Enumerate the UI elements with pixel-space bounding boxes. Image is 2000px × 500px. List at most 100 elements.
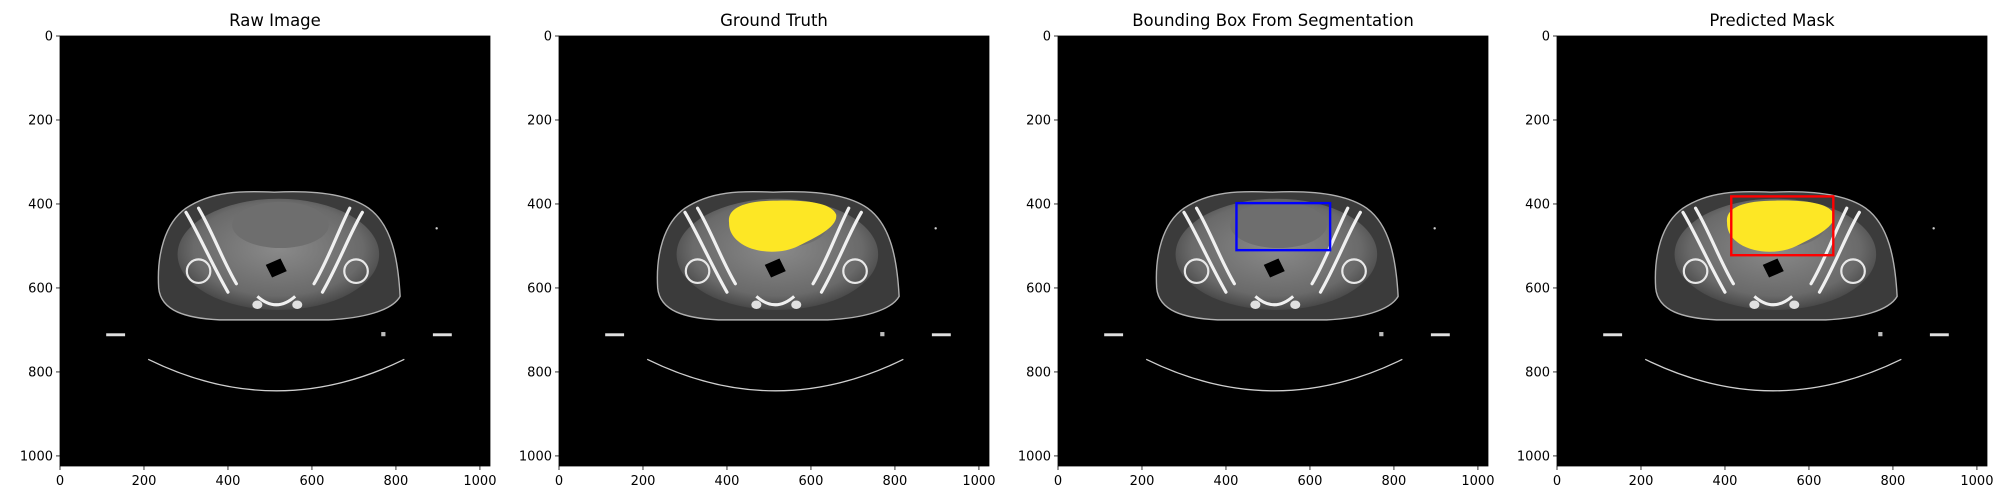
x-tick-label: 600 xyxy=(1797,474,1822,489)
left-femoral-head xyxy=(684,258,711,285)
panel-title: Predicted Mask xyxy=(1709,11,1835,30)
right-iliac-bone-inner xyxy=(1809,206,1849,286)
bounding-box xyxy=(1235,201,1332,252)
right-femoral-head xyxy=(1840,258,1866,285)
ct-scan xyxy=(1104,190,1450,392)
marker-square xyxy=(381,332,386,337)
panel-title: Bounding Box From Segmentation xyxy=(1132,11,1414,30)
x-tick-label: 0 xyxy=(1054,474,1062,489)
right-femoral-head xyxy=(1341,258,1367,285)
left-iliac-bone-inner xyxy=(1693,206,1735,286)
right-iliac-bone-inner xyxy=(811,206,851,286)
x-tick-label: 1000 xyxy=(1960,474,1993,489)
right-iliac-bone xyxy=(1817,210,1861,294)
axes-frame xyxy=(1057,35,1489,467)
x-tick-label: 600 xyxy=(799,474,824,489)
x-tick-label: 800 xyxy=(384,474,409,489)
sacrum xyxy=(1254,295,1295,307)
y-tick-label: 200 xyxy=(1525,113,1550,128)
x-tick-label: 1000 xyxy=(1461,474,1494,489)
right-table-marker xyxy=(432,333,452,337)
panel-title: Ground Truth xyxy=(720,11,828,30)
bone-fragment xyxy=(252,300,263,309)
ct-table-arc xyxy=(646,358,904,392)
y-tick-label: 1000 xyxy=(519,449,552,464)
y-tick-label: 1000 xyxy=(1517,449,1550,464)
y-tick-label: 400 xyxy=(527,197,552,212)
x-tick-label: 1000 xyxy=(463,474,496,489)
left-iliac-bone-inner xyxy=(196,206,238,286)
left-iliac-bone xyxy=(1182,210,1228,294)
right-table-marker xyxy=(931,333,951,337)
y-tick-label: 600 xyxy=(527,281,552,296)
marker-dot xyxy=(1932,227,1935,230)
x-tick-label: 0 xyxy=(56,474,64,489)
x-tick-label: 0 xyxy=(555,474,563,489)
ct-table-arc xyxy=(147,358,405,392)
y-tick-label: 400 xyxy=(1525,197,1550,212)
bladder-region xyxy=(1230,201,1327,249)
ct-table-arc xyxy=(1644,358,1902,392)
left-femoral-head xyxy=(1183,258,1210,285)
x-tick-label: 800 xyxy=(1881,474,1906,489)
y-tick-label: 600 xyxy=(1525,281,1550,296)
x-tick-label: 800 xyxy=(1382,474,1407,489)
panel-title: Raw Image xyxy=(229,11,321,30)
panel-2: Ground Truth 0 0 200 200 400 400 600 600 800 800 10… xyxy=(519,11,996,489)
sacrum xyxy=(1753,295,1794,307)
x-tick-label: 400 xyxy=(216,474,241,489)
right-femoral-head xyxy=(343,258,369,285)
right-table-marker xyxy=(1430,333,1450,337)
x-tick-label: 400 xyxy=(715,474,740,489)
left-table-marker xyxy=(1104,333,1124,337)
bone-fragment xyxy=(751,300,762,309)
rectal-gas xyxy=(265,258,287,278)
panel-4: Predicted Mask 0 0 200 200 400 400 600 600 800 800… xyxy=(1517,11,1994,489)
bone-fragment xyxy=(1789,300,1800,309)
right-iliac-bone xyxy=(819,210,863,294)
bone-fragment xyxy=(1749,300,1760,309)
panel-3: Bounding Box From Segmentation 0 0 200 200 40… xyxy=(1018,11,1495,489)
x-tick-label: 600 xyxy=(1298,474,1323,489)
rectal-gas xyxy=(1263,258,1285,278)
y-tick-label: 800 xyxy=(28,365,53,380)
y-tick-label: 0 xyxy=(45,30,53,45)
sacrum xyxy=(256,295,297,307)
left-table-marker xyxy=(605,333,625,337)
y-tick-label: 1000 xyxy=(1018,449,1051,464)
bounding-box xyxy=(1730,195,1835,257)
y-tick-label: 600 xyxy=(1026,281,1051,296)
right-iliac-bone-inner xyxy=(312,206,352,286)
y-tick-label: 800 xyxy=(527,365,552,380)
left-iliac-bone xyxy=(184,210,230,294)
left-table-marker xyxy=(1603,333,1623,337)
y-tick-label: 800 xyxy=(1026,365,1051,380)
panel-1: Raw Image 0 0 200 200 400 400 600 600 800 800 1000 1… xyxy=(20,11,497,489)
y-tick-label: 1000 xyxy=(20,449,53,464)
x-tick-label: 800 xyxy=(883,474,908,489)
x-tick-label: 200 xyxy=(631,474,656,489)
y-tick-label: 200 xyxy=(28,113,53,128)
rectal-gas xyxy=(1762,258,1784,278)
x-tick-label: 200 xyxy=(132,474,157,489)
ct-table-arc xyxy=(1145,358,1403,392)
marker-square xyxy=(880,332,885,337)
axes-frame xyxy=(59,35,491,467)
left-iliac-bone-inner xyxy=(1194,206,1236,286)
right-femoral-head xyxy=(842,258,868,285)
marker-dot xyxy=(435,227,438,230)
bone-fragment xyxy=(1250,300,1261,309)
right-iliac-bone xyxy=(320,210,364,294)
x-tick-label: 400 xyxy=(1713,474,1738,489)
y-tick-label: 400 xyxy=(28,197,53,212)
x-tick-label: 400 xyxy=(1214,474,1239,489)
left-femoral-head xyxy=(185,258,212,285)
bone-fragment xyxy=(791,300,802,309)
y-tick-label: 600 xyxy=(28,281,53,296)
bone-fragment xyxy=(1290,300,1301,309)
ct-scan xyxy=(106,190,452,392)
left-table-marker xyxy=(106,333,126,337)
rectal-gas xyxy=(764,258,786,278)
y-tick-label: 0 xyxy=(1043,30,1051,45)
